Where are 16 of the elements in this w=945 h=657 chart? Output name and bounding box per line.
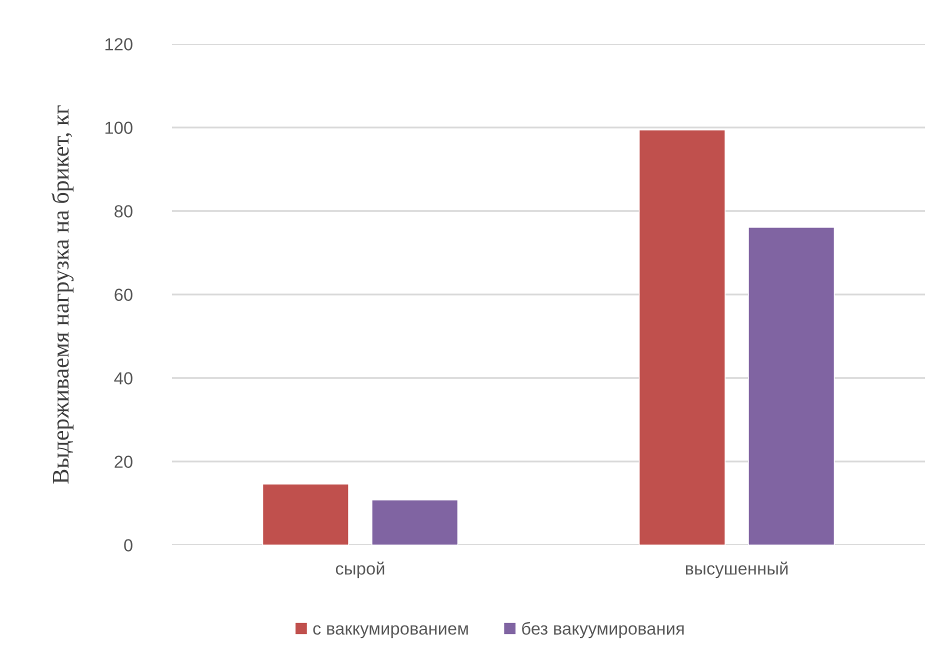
y-tick-label: 40: [114, 372, 132, 384]
y-tick-label: 120: [105, 38, 132, 50]
bar: [372, 499, 458, 545]
bar: [638, 130, 726, 545]
y-tick-label: 20: [114, 456, 132, 468]
bar: [262, 484, 349, 545]
x-tick-label: сырой: [336, 562, 384, 578]
y-tick-label: 80: [114, 205, 132, 218]
bar: [748, 226, 835, 545]
y-axis-title: Выдерживаемя нагрузка на брикет, кг: [52, 105, 74, 484]
y-tick-label: 0: [124, 539, 132, 552]
legend-label: с ваккумированием: [313, 625, 468, 638]
legend-label: без вакуумирования: [522, 622, 684, 638]
x-tick-label: высушенный: [686, 562, 788, 578]
y-tick-label: 60: [114, 288, 132, 301]
y-tick-label: 100: [105, 122, 132, 134]
